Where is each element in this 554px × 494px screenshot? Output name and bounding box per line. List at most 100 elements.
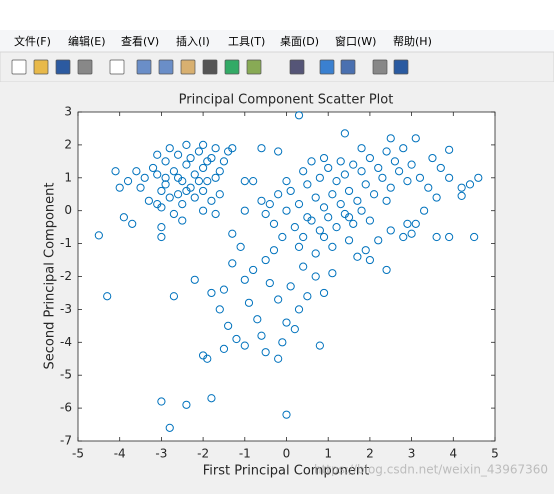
- tool-button[interactable]: [136, 59, 152, 75]
- scatter-point: [294, 200, 304, 209]
- scatter-point: [344, 213, 354, 222]
- scatter-point: [132, 167, 141, 176]
- scatter-point: [336, 157, 345, 166]
- scatter-point: [257, 331, 266, 340]
- scatter-point: [332, 176, 341, 186]
- scatter-point: [299, 262, 308, 271]
- tool-button[interactable]: [11, 59, 27, 75]
- tool-button[interactable]: [340, 59, 356, 75]
- x-tick-label: -3: [155, 447, 167, 461]
- scatter-point: [161, 180, 170, 189]
- scatter-point: [324, 163, 333, 173]
- scatter-point: [203, 157, 212, 166]
- scatter-point: [378, 173, 387, 182]
- scatter-point: [232, 334, 241, 344]
- scatter-point: [219, 285, 229, 294]
- tool-button[interactable]: [372, 59, 388, 75]
- tool-button[interactable]: [319, 59, 335, 75]
- scatter-point: [428, 153, 437, 163]
- scatter-point: [386, 183, 395, 192]
- menu-item[interactable]: 桌面(D): [280, 35, 319, 48]
- scatter-point: [432, 232, 441, 242]
- scatter-point: [470, 232, 479, 242]
- scatter-point: [294, 305, 304, 314]
- tool-button[interactable]: [393, 59, 409, 75]
- tool-button[interactable]: [224, 59, 240, 75]
- menu-item[interactable]: 查看(V): [121, 34, 159, 48]
- axes-box: [77, 111, 496, 442]
- scatter-point: [240, 176, 249, 186]
- y-tick-label: -5: [60, 368, 72, 382]
- scatter-point: [278, 338, 287, 347]
- menu-item[interactable]: 工具(T): [228, 35, 265, 48]
- scatter-point: [344, 236, 354, 245]
- tool-button[interactable]: [180, 59, 196, 75]
- scatter-point: [199, 186, 208, 196]
- scatter-point: [123, 176, 133, 186]
- scatter-point: [303, 180, 312, 189]
- scatter-point: [257, 196, 266, 205]
- menu-item[interactable]: 编辑(E): [68, 34, 106, 48]
- scatter-point: [173, 173, 183, 182]
- scatter-point: [190, 193, 199, 202]
- scatter-point: [340, 129, 349, 138]
- tool-button[interactable]: [33, 59, 49, 75]
- scatter-point: [190, 275, 199, 284]
- scatter-point: [215, 305, 224, 314]
- scatter-point: [399, 232, 408, 242]
- scatter-point: [274, 190, 283, 199]
- scatter-point: [269, 246, 279, 255]
- scatter-point: [369, 190, 379, 199]
- y-tick-label: -2: [60, 269, 72, 283]
- y-tick-label: -4: [60, 335, 72, 349]
- tool-button[interactable]: [202, 59, 218, 75]
- y-tick-label: 3: [64, 105, 72, 119]
- menu-item[interactable]: 帮助(H): [393, 34, 432, 48]
- chart-title: Principal Component Scatter Plot: [179, 93, 394, 108]
- y-tick-label: -7: [60, 434, 72, 448]
- scatter-point: [365, 216, 374, 225]
- menu-item[interactable]: 窗口(W): [335, 34, 376, 48]
- tool-button[interactable]: [77, 59, 93, 75]
- watermark: https://blog.csdn.net/weixin_43967360: [314, 463, 548, 477]
- scatter-point: [144, 196, 153, 205]
- scatter-point: [261, 209, 270, 219]
- scatter-point: [240, 275, 249, 284]
- scatter-point: [274, 147, 283, 156]
- scatter-point: [319, 232, 329, 242]
- scatter-point: [311, 193, 320, 202]
- tool-button[interactable]: [109, 59, 125, 75]
- scatter-point: [261, 255, 270, 265]
- y-tick-label: 1: [64, 170, 72, 184]
- scatter-point: [228, 259, 237, 268]
- tool-button[interactable]: [55, 59, 71, 75]
- scatter-point: [219, 157, 229, 166]
- scatter-point: [161, 173, 170, 182]
- scatter-point: [161, 157, 170, 166]
- menu-item[interactable]: 插入(I): [176, 34, 210, 48]
- scatter-point: [265, 278, 274, 288]
- scatter-point: [165, 423, 174, 432]
- scatter-point: [199, 163, 208, 173]
- scatter-point: [294, 242, 304, 251]
- scatter-point: [207, 288, 216, 298]
- menu-item[interactable]: 文件(F): [14, 34, 51, 48]
- scatter-point: [140, 173, 149, 182]
- scatter-point: [282, 410, 291, 419]
- scatter-point: [136, 183, 145, 192]
- tool-button[interactable]: [289, 59, 305, 75]
- scatter-point: [249, 176, 258, 186]
- tool-button[interactable]: [246, 59, 262, 75]
- scatter-point: [407, 229, 416, 238]
- scatter-point: [319, 288, 329, 298]
- scatter-point: [365, 255, 374, 265]
- scatter-point: [311, 272, 320, 281]
- scatter-point: [128, 219, 137, 228]
- tool-button[interactable]: [158, 59, 174, 75]
- scatter-point: [190, 170, 199, 179]
- scatter-point: [286, 186, 295, 196]
- scatter-point: [361, 180, 370, 189]
- scatter-point: [386, 134, 395, 143]
- scatter-point: [407, 160, 416, 169]
